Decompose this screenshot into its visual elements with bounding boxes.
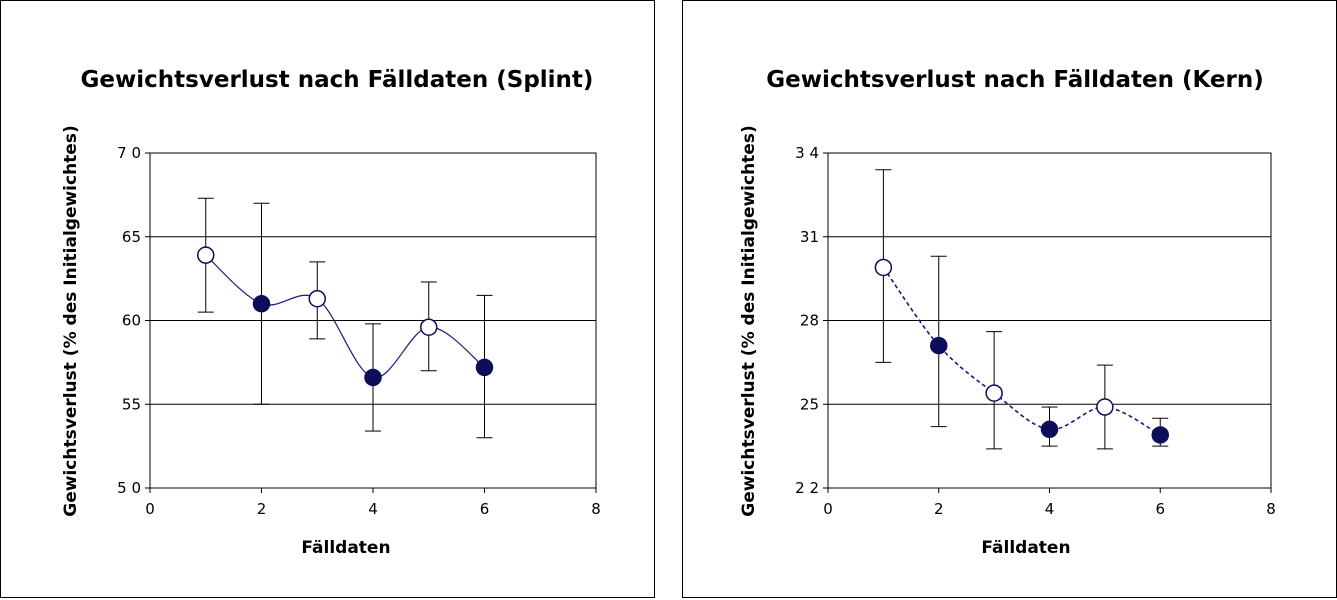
chart-svg-kern: Gewichtsverlust nach Fälldaten (Kern) Fä… [739,67,1276,558]
chart-title: Gewichtsverlust nach Fälldaten (Splint) [81,67,594,93]
data-point-filled [252,295,271,313]
x-tick-label: 2 [257,500,267,518]
series-line [205,254,485,379]
x-axis-label: Fälldaten [301,538,390,558]
x-tick-label: 0 [145,500,155,518]
x-tick-label: 0 [823,500,833,518]
y-tick-label: 5 0 [117,479,141,497]
y-tick-label: 28 [800,312,819,330]
chart-panel-splint: Gewichtsverlust nach Fälldaten (Splint) … [0,0,655,598]
y-tick-label: 25 [800,395,819,413]
data-point-open [1096,398,1114,416]
y-tick-label: 7 0 [117,144,141,162]
y-tick-label: 3 4 [795,144,819,162]
x-axis-label: Fälldaten [981,538,1070,558]
chart-panel-kern: Gewichtsverlust nach Fälldaten (Kern) Fä… [682,0,1337,598]
series-line [882,266,1161,436]
data-point-open [308,289,326,308]
chart-svg-splint: Gewichtsverlust nach Fälldaten (Splint) … [61,67,601,558]
y-tick-label: 2 2 [795,479,819,497]
x-tick-label: 6 [1155,500,1165,518]
data-point-open [985,384,1003,402]
data-point-filled [475,358,494,377]
data-point-filled [364,368,382,387]
data-point-filled [1151,426,1169,444]
y-tick-label: 60 [122,312,141,330]
data-point-filled [930,336,948,355]
x-tick-label: 6 [480,500,490,518]
plot-area: 5 0 55 60 65 7 0 0 2 4 6 8 [117,144,601,518]
y-tick-label: 31 [800,228,819,246]
x-tick-label: 4 [1045,500,1055,518]
data-point-filled [1040,420,1059,439]
y-axis-label: Gewichtsverlust (% des Initialgewichtes) [739,125,759,516]
chart-title: Gewichtsverlust nach Fälldaten (Kern) [766,67,1263,93]
data-point-open [874,258,893,277]
data-point-open [197,246,215,264]
y-tick-label: 55 [122,395,141,413]
x-tick-label: 4 [368,500,378,518]
x-tick-label: 8 [1266,500,1276,518]
data-point-open [420,318,438,336]
y-axis-label: Gewichtsverlust (% des Initialgewichtes) [61,125,81,516]
x-tick-label: 8 [591,500,601,518]
x-tick-label: 2 [934,500,944,518]
y-tick-label: 65 [122,228,141,246]
